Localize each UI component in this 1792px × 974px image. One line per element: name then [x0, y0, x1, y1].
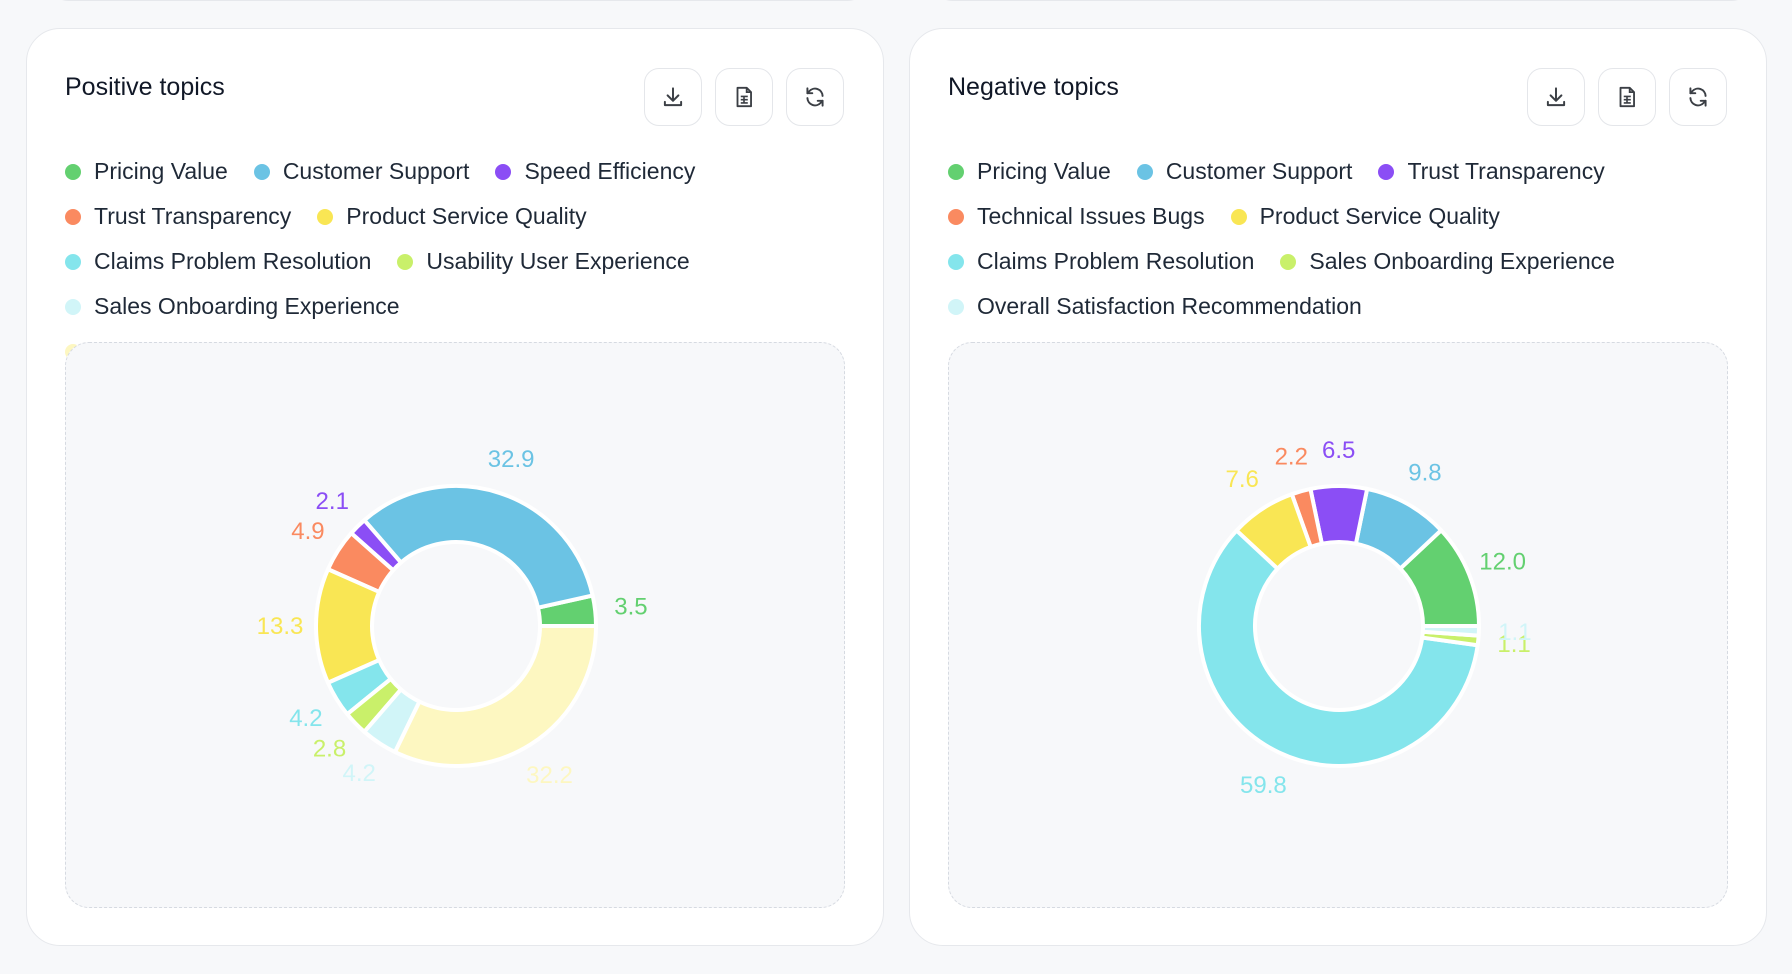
slice-value-label: 2.8 — [313, 735, 346, 762]
legend-item-pricing-value[interactable]: Pricing Value — [65, 157, 228, 186]
previous-card-edge — [48, 0, 868, 1]
legend-item-claims-problem-resolution[interactable]: Claims Problem Resolution — [65, 247, 371, 276]
legend-item-claims-problem-resolution[interactable]: Claims Problem Resolution — [948, 247, 1254, 276]
legend-label: Customer Support — [1165, 158, 1353, 184]
refresh-icon — [1689, 87, 1707, 107]
legend-dot — [1280, 253, 1297, 270]
legend-label: Usability User Experience — [426, 248, 690, 274]
legend-item-technical-issues-bugs[interactable]: Technical Issues Bugs — [948, 202, 1205, 231]
slice-value-label: 1.1 — [1498, 619, 1531, 646]
slice-value-label: 1.1 — [1497, 631, 1530, 658]
donut-chart-area: 3.5 32.9 2.1 4.9 13.3 4.2 2.8 4.2 32.2 — [65, 342, 845, 908]
legend-dot — [65, 208, 81, 225]
legend-dot — [317, 208, 334, 225]
donut-chart: 3.532.92.14.913.34.22.84.2 32.2 — [257, 446, 648, 789]
legend-item-product-service-quality[interactable]: Product Service Quality — [1230, 202, 1500, 231]
legend-dot — [65, 163, 81, 180]
spreadsheet-icon — [736, 86, 752, 108]
legend-label: Claims Problem Resolution — [977, 248, 1255, 274]
legend-item-pricing-value[interactable]: Pricing Value — [948, 157, 1111, 186]
legend-item-customer-support[interactable]: Customer Support — [1136, 157, 1353, 186]
slice-value-label: 2.1 — [316, 488, 349, 515]
previous-card-edge — [932, 0, 1752, 1]
legend-label: Customer Support — [282, 158, 470, 184]
legend-dot — [948, 253, 964, 270]
legend-label: Product Service Quality — [346, 203, 587, 229]
spreadsheet-icon — [1619, 86, 1635, 108]
slice-value-label: 6.5 — [1322, 437, 1355, 464]
slice-value-label: 4.9 — [291, 518, 324, 545]
download-icon — [663, 87, 683, 107]
refresh-button[interactable] — [786, 68, 844, 126]
download-icon — [1546, 87, 1566, 107]
donut-slice-claims-problem-resolution[interactable] — [1197, 528, 1480, 768]
card-toolbar — [644, 68, 844, 126]
download-button[interactable] — [644, 68, 702, 126]
slice-value-label: 7.6 — [1226, 466, 1259, 493]
chart-legend: Pricing Value Customer Support Speed Effic… — [65, 157, 855, 366]
refresh-icon — [806, 87, 824, 107]
legend-item-overall-satisfaction-recommendation[interactable]: Overall Satisfaction Recommendation — [948, 292, 1362, 321]
donut-slice-overall-satisfaction-recommendation[interactable] — [393, 624, 598, 768]
card-toolbar — [1527, 68, 1727, 126]
card-title: Positive topics — [65, 73, 225, 101]
export-sheet-button[interactable] — [715, 68, 773, 126]
donut-chart: 12.0 9.8 6.5 2.2 7.6 59.8 1.11.1 — [1197, 437, 1532, 799]
legend-dot — [1230, 208, 1247, 225]
legend-label: Pricing Value — [977, 158, 1111, 184]
legend-label: Product Service Quality — [1259, 203, 1500, 229]
slice-value-label: 32.2 — [526, 762, 573, 789]
legend-dot — [948, 298, 964, 315]
legend-dot — [253, 163, 270, 180]
legend-item-trust-transparency[interactable]: Trust Transparency — [65, 202, 291, 231]
legend-label: Speed Efficiency — [524, 158, 696, 184]
legend-dot — [948, 163, 964, 180]
legend-item-customer-support[interactable]: Customer Support — [253, 157, 470, 186]
legend-dot — [65, 298, 81, 315]
legend-label: Trust Transparency — [1407, 158, 1605, 184]
legend-item-sales-onboarding-experience[interactable]: Sales Onboarding Experience — [65, 292, 400, 321]
legend-label: Sales Onboarding Experience — [1309, 248, 1615, 274]
legend-label: Claims Problem Resolution — [94, 248, 372, 274]
legend-dot — [1378, 163, 1395, 180]
slice-value-label: 13.3 — [257, 613, 304, 640]
donut-chart-area: 12.0 9.8 6.5 2.2 7.6 59.8 1.1 1.1 — [948, 342, 1728, 908]
refresh-button[interactable] — [1669, 68, 1727, 126]
legend-item-sales-onboarding-experience[interactable]: Sales Onboarding Experience — [1280, 247, 1615, 276]
slice-value-label: 2.2 — [1275, 444, 1308, 471]
donut-slice-overall-satisfaction-recommendation[interactable] — [1420, 624, 1481, 638]
positive-topics-card: Positive topics Pricing Value Customer Su… — [26, 28, 884, 946]
slice-value-label: 32.9 — [488, 446, 535, 473]
legend-dot — [1136, 163, 1153, 180]
legend-dot — [65, 253, 81, 270]
legend-item-usability-user-experience[interactable]: Usability User Experience — [397, 247, 690, 276]
legend-label: Sales Onboarding Experience — [94, 293, 400, 319]
slice-value-label: 4.2 — [343, 760, 376, 787]
legend-item-speed-efficiency[interactable]: Speed Efficiency — [495, 157, 695, 186]
legend-dot — [495, 163, 512, 180]
negative-topics-card: Negative topics Pricing Value Customer Su… — [909, 28, 1767, 946]
card-title: Negative topics — [948, 73, 1119, 101]
legend-label: Pricing Value — [94, 158, 228, 184]
download-button[interactable] — [1527, 68, 1585, 126]
legend-item-product-service-quality[interactable]: Product Service Quality — [317, 202, 587, 231]
chart-legend: Pricing Value Customer Support Trust Trans… — [948, 157, 1738, 321]
legend-label: Trust Transparency — [94, 203, 292, 229]
legend-label: Technical Issues Bugs — [977, 203, 1205, 229]
legend-item-trust-transparency[interactable]: Trust Transparency — [1378, 157, 1605, 186]
legend-dot — [948, 208, 964, 225]
legend-dot — [397, 253, 414, 270]
slice-value-label: 4.2 — [289, 705, 322, 732]
donut-slice-customer-support[interactable] — [362, 484, 595, 610]
slice-value-label: 9.8 — [1408, 459, 1441, 486]
slice-value-label: 3.5 — [614, 594, 647, 621]
slice-value-label: 59.8 — [1240, 772, 1287, 799]
slice-value-label: 12.0 — [1479, 548, 1526, 575]
export-sheet-button[interactable] — [1598, 68, 1656, 126]
legend-label: Overall Satisfaction Recommendation — [977, 293, 1362, 319]
